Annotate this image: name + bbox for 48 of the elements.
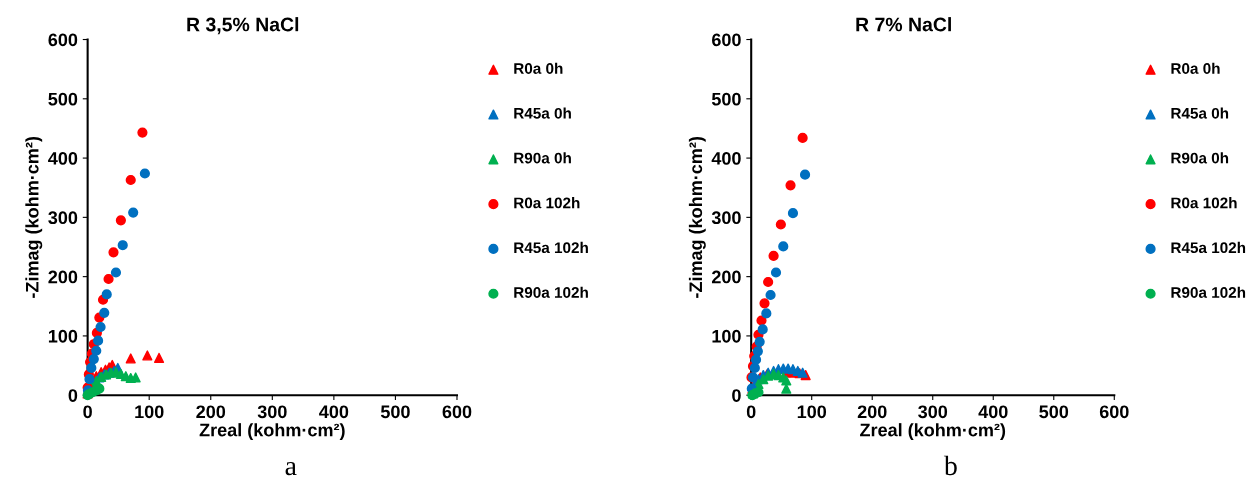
legend-label: R45a 102h xyxy=(514,241,588,254)
y-tick-label: 0 xyxy=(732,389,741,402)
chart-title: R 3,5% NaCl xyxy=(187,17,299,35)
legend-label: R90a 102h xyxy=(514,286,588,298)
legend-label: R90a 0h xyxy=(514,152,571,164)
y-tick-label: 100 xyxy=(48,329,78,343)
y-tick-label: 100 xyxy=(712,329,741,343)
chart-title: R 7% NaCl xyxy=(856,17,951,32)
x-tick-label: 200 xyxy=(857,405,887,419)
x-tick-label: 0 xyxy=(83,405,92,419)
y-tick-label: 600 xyxy=(712,33,741,47)
x-tick-label: 600 xyxy=(1099,405,1129,419)
x-tick-label: 0 xyxy=(746,405,756,419)
y-tick-label: 500 xyxy=(48,92,78,106)
x-tick-label: 100 xyxy=(797,405,827,419)
x-tick-label: 600 xyxy=(442,405,472,419)
x-tick-label: 500 xyxy=(1039,405,1069,419)
legend-label: R45a 0h xyxy=(514,107,571,119)
x-axis-title: Zreal (kohm·cm²) xyxy=(199,423,345,440)
legend-label: R45a 0h xyxy=(1171,107,1229,119)
y-tick-label: 600 xyxy=(48,33,78,47)
x-tick-label: 100 xyxy=(135,405,164,419)
x-axis-title: Zreal (kohm·cm²) xyxy=(860,423,1006,440)
legend-label: R0a 0h xyxy=(1171,62,1220,74)
y-axis-title: -Zimag (kohm·cm²) xyxy=(25,137,43,298)
x-tick-label: 400 xyxy=(319,405,349,419)
legend-label: R90a 0h xyxy=(1171,152,1229,164)
legend-label: R0a 0h xyxy=(514,62,563,74)
text: a xyxy=(285,461,297,476)
y-tick-label: 400 xyxy=(48,152,78,165)
legend-label: R0a 102h xyxy=(1171,197,1237,209)
x-tick-label: 300 xyxy=(257,405,287,419)
y-tick-label: 0 xyxy=(68,389,78,402)
x-tick-label: 200 xyxy=(196,405,226,419)
legend-label: R0a 102h xyxy=(514,197,580,209)
y-tick-label: 500 xyxy=(711,92,741,106)
y-axis-title: -Zimag (kohm·cm²) xyxy=(688,137,706,298)
y-tick-label: 200 xyxy=(711,270,741,284)
x-tick-label: 300 xyxy=(918,405,948,419)
text: b xyxy=(943,455,957,476)
y-tick-label: 300 xyxy=(48,211,78,225)
y-tick-label: 200 xyxy=(48,270,78,284)
x-tick-label: 500 xyxy=(380,405,410,419)
legend-label: R45a 102h xyxy=(1171,241,1246,254)
y-tick-label: 300 xyxy=(711,211,741,225)
legend-label: R90a 102h xyxy=(1171,286,1246,298)
x-tick-label: 400 xyxy=(978,405,1008,419)
y-tick-label: 400 xyxy=(711,152,741,165)
